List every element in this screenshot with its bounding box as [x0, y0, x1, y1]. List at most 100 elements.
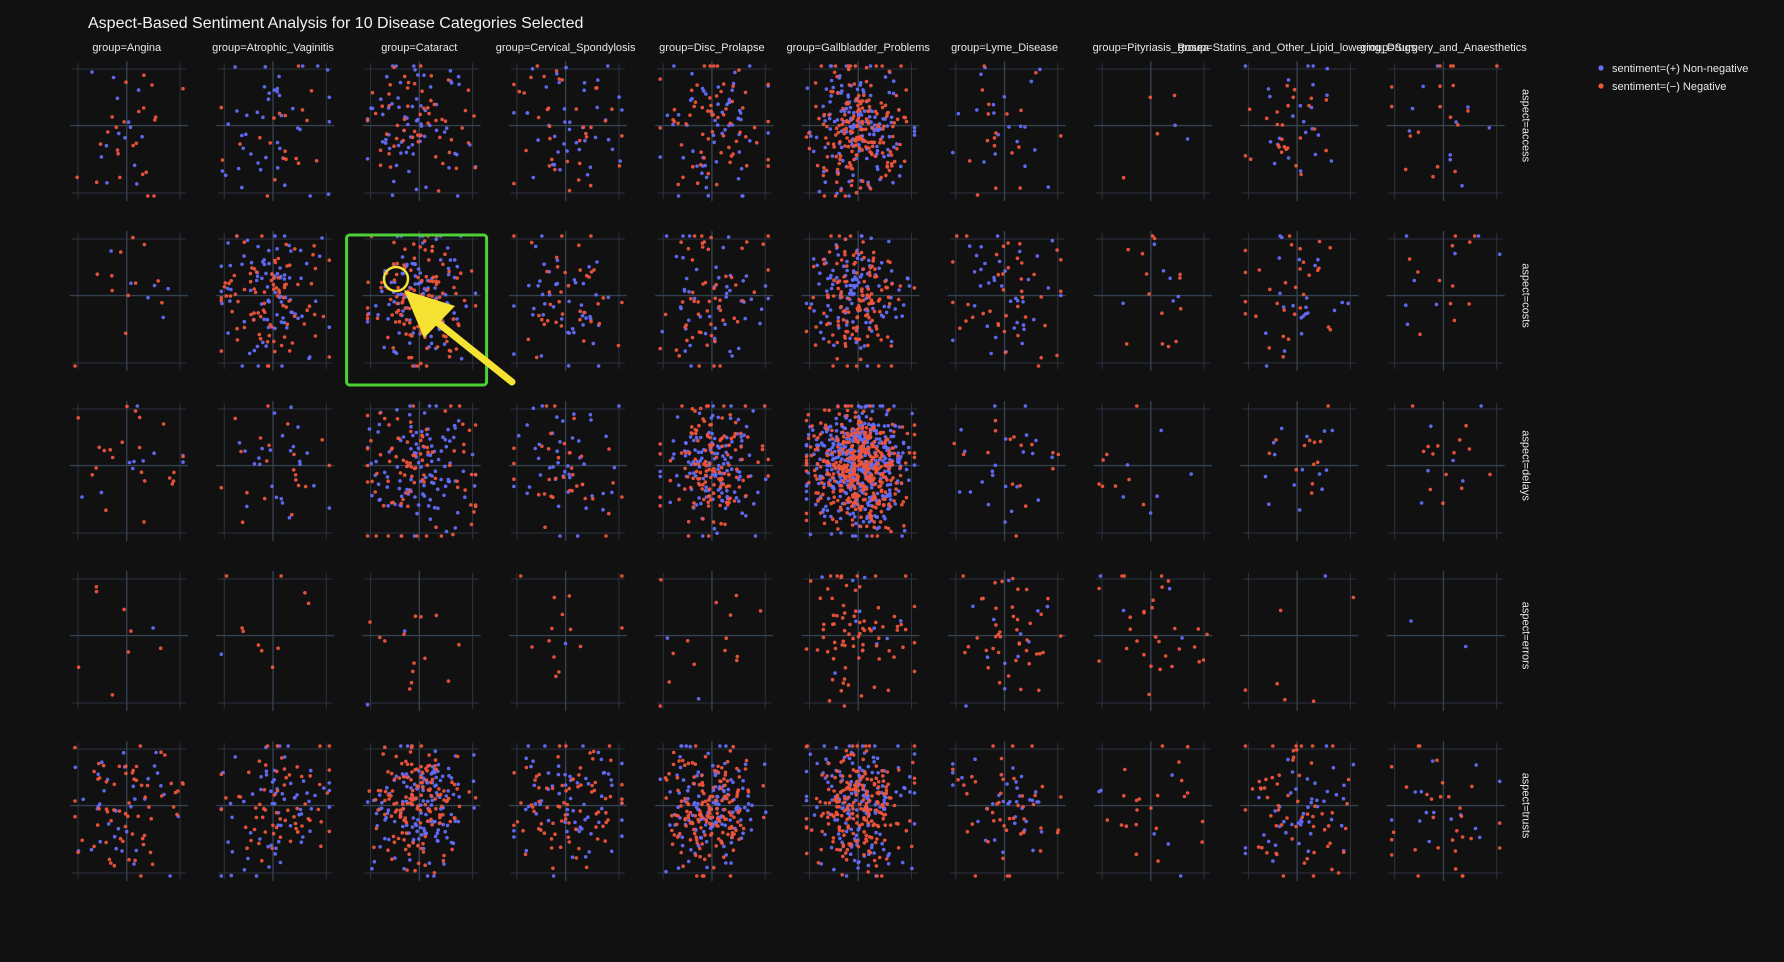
- point-non-negative: [1024, 433, 1029, 437]
- point-negative: [553, 167, 557, 172]
- point-non-negative: [875, 144, 879, 149]
- point-negative: [719, 476, 724, 481]
- point-negative: [1450, 284, 1455, 288]
- point-negative: [264, 763, 268, 767]
- point-negative: [281, 295, 286, 300]
- point-negative: [878, 309, 882, 314]
- point-non-negative: [326, 192, 331, 196]
- point-non-negative: [847, 110, 851, 114]
- point-non-negative: [106, 822, 111, 826]
- point-negative: [1324, 148, 1328, 153]
- point-non-negative: [414, 442, 419, 446]
- point-negative: [1318, 439, 1323, 444]
- point-non-negative: [992, 275, 996, 280]
- point-negative: [1101, 458, 1105, 462]
- point-negative: [1142, 652, 1146, 657]
- point-negative: [847, 483, 852, 487]
- point-negative: [872, 426, 876, 430]
- point-non-negative: [851, 320, 855, 324]
- point-negative: [327, 768, 332, 772]
- point-negative: [319, 820, 324, 824]
- point-non-negative: [524, 756, 528, 761]
- point-negative: [1450, 243, 1455, 248]
- point-non-negative: [551, 305, 556, 309]
- point-non-negative: [587, 850, 591, 854]
- point-negative: [760, 444, 765, 448]
- point-non-negative: [377, 422, 382, 427]
- point-negative: [296, 282, 300, 287]
- point-negative: [853, 139, 858, 143]
- point-non-negative: [1268, 140, 1273, 144]
- point-negative: [1418, 332, 1422, 337]
- point-negative: [883, 103, 888, 108]
- point-non-negative: [992, 617, 996, 622]
- point-non-negative: [716, 85, 721, 89]
- point-negative: [284, 305, 289, 309]
- point-negative: [723, 783, 727, 788]
- point-negative: [861, 648, 865, 653]
- point-negative: [1020, 295, 1025, 300]
- point-negative: [386, 479, 390, 484]
- point-negative: [842, 704, 847, 708]
- point-negative: [670, 842, 675, 846]
- point-negative: [699, 773, 704, 778]
- point-non-negative: [1121, 301, 1125, 306]
- point-non-negative: [413, 274, 418, 278]
- point-non-negative: [392, 819, 397, 824]
- point-negative: [860, 425, 865, 430]
- point-non-negative: [1286, 78, 1291, 82]
- point-non-negative: [1045, 604, 1050, 609]
- point-negative: [430, 244, 435, 249]
- point-non-negative: [1461, 479, 1465, 483]
- point-non-negative: [1291, 303, 1295, 308]
- point-non-negative: [902, 528, 907, 533]
- point-negative: [413, 768, 417, 772]
- point-negative: [292, 815, 296, 819]
- point-non-negative: [402, 780, 406, 785]
- point-negative: [891, 476, 895, 480]
- point-non-negative: [257, 456, 261, 460]
- point-non-negative: [539, 354, 544, 358]
- point-negative: [578, 644, 583, 649]
- point-non-negative: [120, 849, 124, 853]
- point-non-negative: [817, 481, 821, 486]
- point-non-negative: [1463, 644, 1468, 649]
- point-negative: [272, 287, 276, 292]
- point-negative: [463, 488, 468, 492]
- point-negative: [251, 318, 256, 322]
- point-non-negative: [824, 504, 828, 509]
- point-non-negative: [589, 418, 593, 422]
- point-non-negative: [975, 108, 979, 112]
- point-negative: [446, 78, 451, 82]
- point-non-negative: [401, 309, 405, 313]
- point-non-negative: [296, 316, 300, 321]
- point-negative: [391, 346, 396, 350]
- point-negative: [412, 242, 416, 246]
- point-negative: [387, 797, 391, 801]
- point-non-negative: [1185, 137, 1190, 141]
- point-negative: [1311, 699, 1316, 703]
- point-non-negative: [733, 70, 737, 75]
- point-negative: [273, 258, 277, 263]
- point-non-negative: [982, 160, 986, 164]
- point-negative: [822, 112, 827, 117]
- point-negative: [434, 767, 439, 772]
- point-negative: [266, 364, 271, 368]
- point-non-negative: [736, 177, 741, 181]
- point-negative: [1467, 302, 1471, 306]
- point-non-negative: [374, 304, 378, 308]
- point-negative: [290, 341, 295, 345]
- point-non-negative: [291, 106, 295, 111]
- facet-panel-r3-c7: [1094, 571, 1213, 711]
- point-negative: [850, 427, 854, 432]
- point-non-negative: [597, 820, 601, 825]
- point-negative: [409, 465, 414, 469]
- point-negative: [391, 262, 396, 266]
- point-negative: [512, 771, 516, 775]
- point-negative: [445, 798, 450, 803]
- point-negative: [549, 431, 553, 436]
- point-non-negative: [407, 412, 412, 417]
- point-non-negative: [470, 452, 475, 457]
- point-non-negative: [887, 90, 892, 95]
- point-non-negative: [1189, 472, 1193, 476]
